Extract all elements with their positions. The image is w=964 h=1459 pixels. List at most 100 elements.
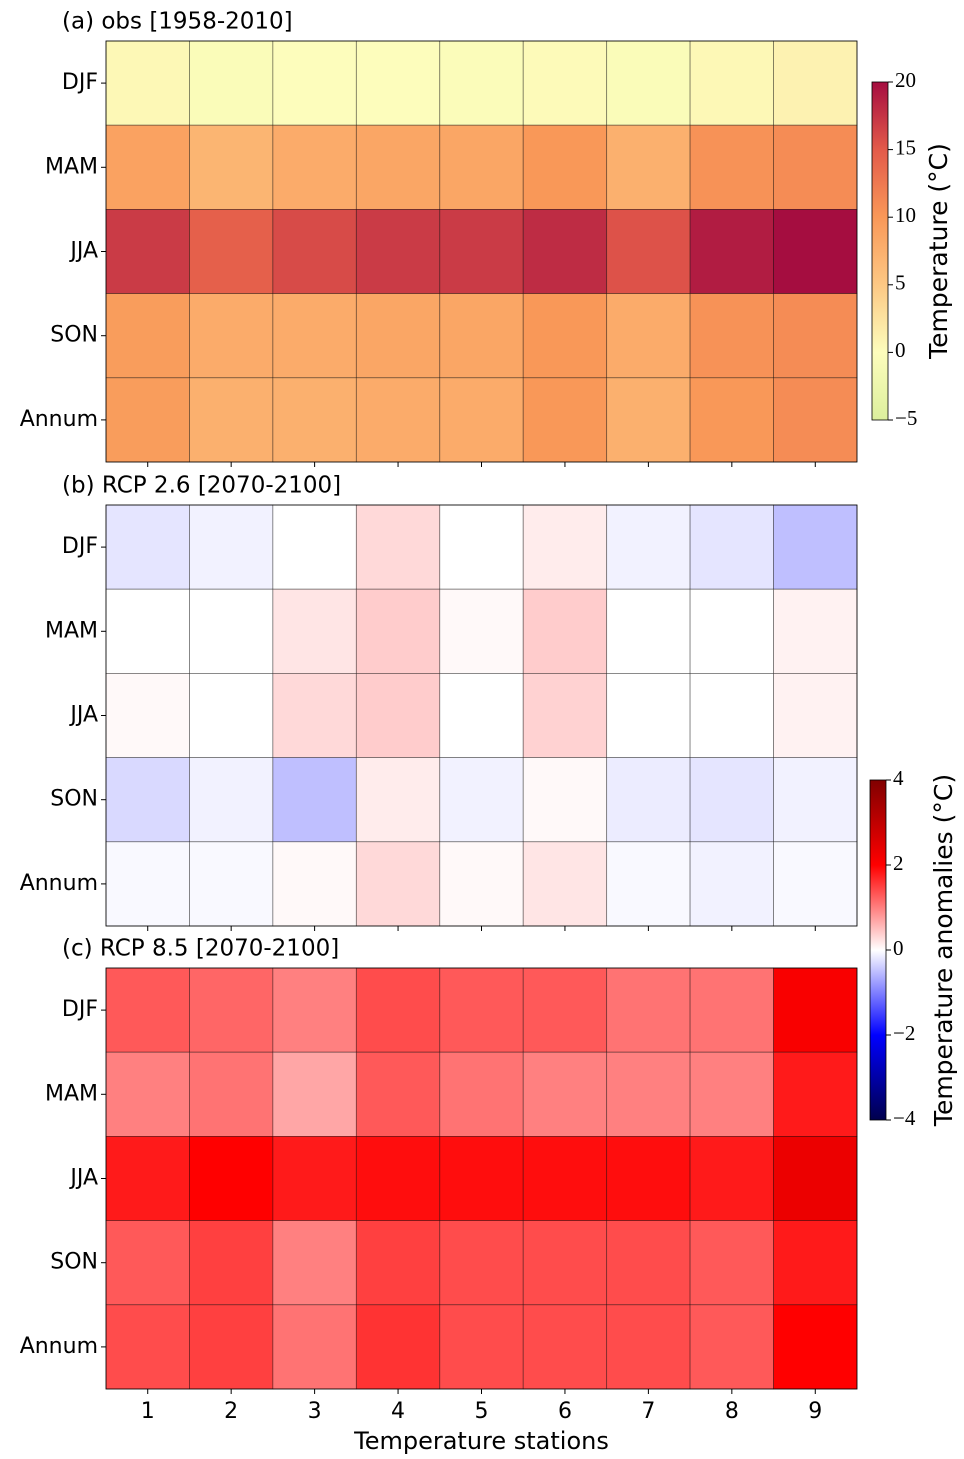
- row-label: MAM: [45, 1081, 98, 1106]
- heatmap-cell: [355, 124, 441, 210]
- heatmap-cell: [355, 1051, 441, 1137]
- heatmap-cell: [606, 124, 691, 210]
- x-tick-label: 1: [141, 1399, 155, 1424]
- heatmap-cell: [606, 588, 691, 674]
- heatmap-cell: [189, 757, 274, 843]
- heatmap-cell: [773, 1220, 858, 1306]
- heatmap-cell: [439, 504, 524, 590]
- heatmap-cell: [689, 1304, 774, 1390]
- heatmap-cell: [522, 504, 608, 590]
- heatmap-cell: [105, 293, 190, 379]
- heatmap-cell: [272, 1136, 357, 1222]
- heatmap-cell: [606, 1304, 691, 1390]
- heatmap-cell: [773, 588, 858, 674]
- heatmap-cell: [105, 504, 190, 590]
- heatmap-cell: [689, 841, 774, 927]
- heatmap-cell: [189, 377, 274, 463]
- heatmap-cell: [355, 504, 441, 590]
- heatmap-cell: [689, 124, 774, 210]
- heatmap-cell: [272, 673, 357, 759]
- heatmap-cell: [105, 124, 190, 210]
- heatmap-cell: [606, 377, 691, 463]
- colorbar-label: Temperature (°C): [924, 143, 953, 360]
- heatmap-cell: [105, 1304, 190, 1390]
- row-label: SON: [50, 1250, 98, 1275]
- x-tick-label: 3: [308, 1399, 322, 1424]
- heatmap-cell: [689, 673, 774, 759]
- heatmap-cell: [439, 1136, 524, 1222]
- heatmap-cell: [355, 208, 441, 294]
- heatmap-cell: [689, 293, 774, 379]
- heatmap-cell: [105, 673, 190, 759]
- heatmap-cell: [272, 40, 357, 126]
- x-tick-label: 4: [391, 1399, 405, 1424]
- heatmap-cell: [522, 757, 608, 843]
- heatmap-cell: [773, 293, 858, 379]
- heatmap-cell: [189, 124, 274, 210]
- heatmap-cell: [773, 841, 858, 927]
- colorbar-tick-label: −4: [893, 1106, 916, 1130]
- heatmap-cell: [689, 504, 774, 590]
- row-label: JJA: [68, 1166, 98, 1191]
- x-tick-label: 8: [725, 1399, 739, 1424]
- heatmap-cell: [522, 124, 608, 210]
- x-axis-label: Temperature stations: [353, 1427, 609, 1455]
- heatmap-cell: [689, 208, 774, 294]
- heatmap-cell: [522, 377, 608, 463]
- heatmap-cell: [773, 208, 858, 294]
- heatmap-cell: [606, 293, 691, 379]
- heatmap-cell: [606, 40, 691, 126]
- heatmap-cell: [439, 967, 524, 1053]
- heatmap-cell: [272, 504, 357, 590]
- heatmap-cell: [522, 841, 608, 927]
- colorbar-tick-label: 5: [895, 271, 906, 295]
- panel-title: (a) obs [1958-2010]: [62, 9, 293, 35]
- heatmap-cell: [439, 1304, 524, 1390]
- heatmap-cell: [522, 293, 608, 379]
- heatmap-cell: [773, 1051, 858, 1137]
- x-tick-label: 2: [224, 1399, 238, 1424]
- colorbar-tick-label: −5: [895, 406, 917, 430]
- heatmap-cell: [105, 1051, 190, 1137]
- heatmap-cell: [189, 504, 274, 590]
- heatmap-cell: [773, 757, 858, 843]
- colorbar-tick-label: 20: [895, 68, 916, 92]
- heatmap-cell: [105, 588, 190, 674]
- heatmap-cell: [355, 1220, 441, 1306]
- heatmap-cell: [689, 588, 774, 674]
- row-label: SON: [50, 787, 98, 812]
- heatmap-cell: [355, 377, 441, 463]
- heatmap-cell: [689, 967, 774, 1053]
- heatmap-cell: [105, 1220, 190, 1306]
- heatmap-cell: [272, 588, 357, 674]
- panel-title: (c) RCP 8.5 [2070-2100]: [62, 936, 339, 962]
- heatmap-cell: [355, 588, 441, 674]
- heatmap-cell: [522, 1220, 608, 1306]
- heatmap-cell: [272, 757, 357, 843]
- heatmap-cell: [105, 967, 190, 1053]
- heatmap-cell: [689, 1051, 774, 1137]
- heatmap-cell: [355, 841, 441, 927]
- colorbar-tick-label: 15: [895, 135, 916, 159]
- heatmap-cell: [773, 40, 858, 126]
- heatmap-cell: [689, 40, 774, 126]
- heatmap-cell: [355, 1304, 441, 1390]
- heatmap-cell: [355, 757, 441, 843]
- colorbar: [871, 81, 889, 421]
- heatmap-cell: [105, 377, 190, 463]
- heatmap-cell: [606, 1051, 691, 1137]
- heatmap-cell: [522, 40, 608, 126]
- row-label: Annum: [20, 871, 98, 896]
- row-label: SON: [50, 323, 98, 348]
- colorbar-tick-label: 2: [893, 851, 904, 875]
- heatmap-cell: [355, 673, 441, 759]
- heatmap-cell: [522, 588, 608, 674]
- heatmap-cell: [773, 1136, 858, 1222]
- heatmap-cell: [606, 208, 691, 294]
- colorbar-tick-label: 0: [893, 936, 904, 960]
- x-tick-label: 6: [558, 1399, 572, 1424]
- heatmap-cell: [272, 967, 357, 1053]
- heatmap-cell: [189, 208, 274, 294]
- panel-title: (b) RCP 2.6 [2070-2100]: [62, 473, 341, 499]
- heatmap-cell: [105, 841, 190, 927]
